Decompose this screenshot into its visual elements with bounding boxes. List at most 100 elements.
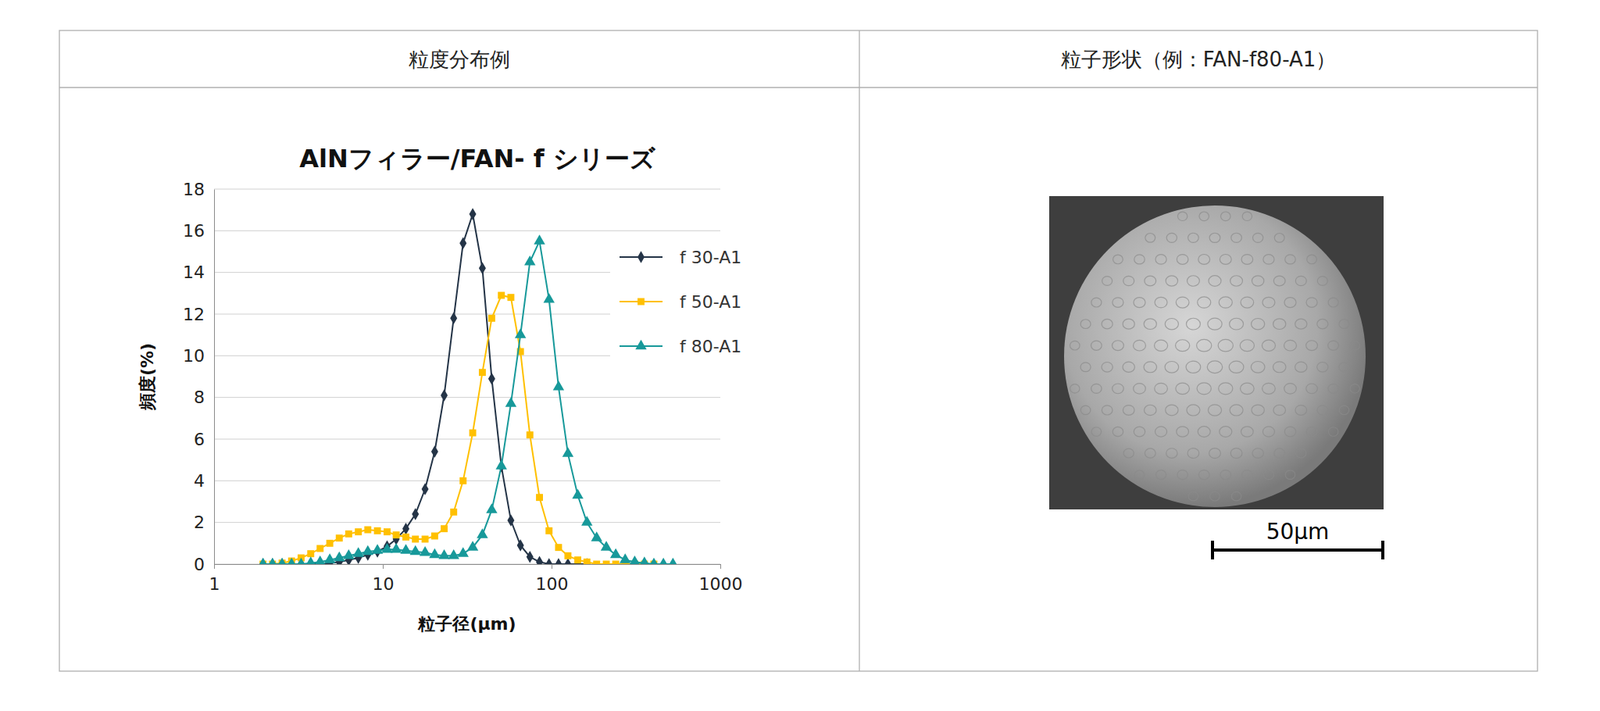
grain (1187, 448, 1200, 459)
marker (295, 557, 307, 565)
marker (476, 528, 488, 538)
grain (1144, 275, 1157, 286)
marker (352, 546, 364, 557)
grain (1219, 253, 1232, 265)
grain (1306, 426, 1317, 436)
grain (1101, 318, 1113, 329)
marker (571, 489, 583, 499)
marker (562, 446, 574, 457)
grain (1220, 470, 1232, 480)
marker (345, 530, 353, 538)
grain (1328, 297, 1339, 308)
marker (421, 535, 429, 543)
chart: 1101001000024681012141618AlNフィラー/FAN- f … (137, 143, 759, 634)
grain (1218, 382, 1233, 395)
marker (326, 539, 334, 547)
grain (1296, 448, 1307, 458)
grain (1251, 318, 1265, 330)
tick: 100 (535, 564, 569, 594)
grain (1284, 426, 1296, 437)
header-rule (59, 86, 1538, 88)
marker (459, 237, 467, 250)
grain (1175, 339, 1190, 352)
grain (1091, 340, 1103, 350)
grain (1166, 232, 1177, 243)
marker (488, 314, 496, 322)
marker (450, 508, 458, 516)
grain (1133, 426, 1145, 437)
marker (545, 527, 553, 535)
marker (600, 540, 612, 550)
marker (619, 553, 631, 563)
marker (639, 556, 650, 565)
grain (1091, 297, 1102, 308)
grain (1284, 339, 1297, 351)
tick-mark (382, 564, 384, 569)
marker (478, 368, 486, 376)
tick: 6 (193, 429, 215, 450)
grain (1198, 470, 1210, 480)
tick-label: 8 (193, 387, 205, 408)
marker (431, 532, 439, 540)
tick-mark (720, 564, 722, 569)
grain (1165, 404, 1179, 416)
marker (307, 550, 315, 558)
marker (419, 546, 431, 556)
grain (1209, 448, 1222, 459)
page: 粒度分布例粒子形状（例：FAN-f80-A1）11010010000246810… (0, 0, 1600, 711)
grain (1123, 448, 1134, 458)
marker (533, 234, 545, 244)
grain (1263, 470, 1274, 480)
grain (1145, 233, 1156, 243)
grain (1231, 232, 1243, 243)
marker (440, 525, 448, 533)
marker (440, 389, 448, 402)
marker (285, 557, 297, 565)
marker (574, 556, 582, 564)
grain (1262, 382, 1276, 394)
legend-label: f 50-A1 (679, 292, 742, 312)
grain (1196, 382, 1211, 395)
y-axis: 024681012141618 (182, 179, 215, 575)
marker (507, 514, 515, 527)
marker (314, 555, 326, 565)
grain (1175, 296, 1190, 308)
marker (612, 560, 620, 565)
tick-label: 12 (182, 304, 205, 325)
grain (1188, 491, 1198, 500)
series-line (263, 295, 654, 565)
marker (554, 557, 562, 565)
particle-texture (1070, 211, 1361, 501)
grain (1186, 404, 1200, 416)
marker (411, 507, 419, 521)
marker (354, 528, 362, 536)
legend: f 30-A1f 50-A1f 80-A1 (610, 235, 759, 374)
grain (1230, 275, 1243, 287)
series (259, 207, 591, 565)
scale-bar: 50μm (1212, 518, 1383, 560)
marker (610, 548, 622, 558)
tick-label: 2 (193, 512, 205, 533)
column-divider (858, 30, 860, 672)
grain (1102, 276, 1113, 286)
marker (543, 292, 555, 303)
grain (1295, 361, 1308, 372)
marker (514, 328, 526, 338)
grain (1176, 426, 1190, 437)
marker (421, 482, 429, 496)
tick: 1000 (699, 564, 743, 594)
grain (1207, 360, 1222, 374)
grain (1101, 362, 1113, 373)
grain (1274, 448, 1286, 458)
marker (457, 546, 469, 557)
tick-label: 4 (193, 471, 205, 491)
tick-label: 18 (182, 179, 205, 200)
grain (1306, 383, 1318, 394)
marker (581, 515, 593, 525)
marker (603, 560, 611, 565)
grain (1339, 319, 1350, 329)
grain (1154, 382, 1168, 394)
grain (1231, 491, 1241, 500)
grain (1134, 254, 1145, 265)
grain (1144, 404, 1158, 415)
